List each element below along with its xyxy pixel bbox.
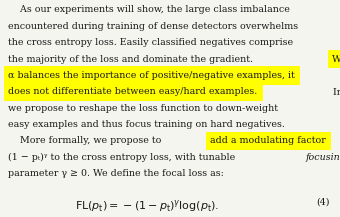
Text: As our experiments will show, the large class imbalance: As our experiments will show, the large … (8, 5, 290, 14)
Text: we propose to reshape the loss function to down-weight: we propose to reshape the loss function … (8, 104, 278, 113)
Text: (1 − pₜ)ᵞ to the cross entropy loss, with tunable: (1 − pₜ)ᵞ to the cross entropy loss, wit… (8, 153, 239, 162)
Text: While: While (333, 55, 340, 64)
Text: easy examples and thus focus training on hard negatives.: easy examples and thus focus training on… (8, 120, 285, 129)
Text: the cross entropy loss. Easily classified negatives comprise: the cross entropy loss. Easily classifie… (8, 38, 294, 47)
Text: $\mathsf{FL}(p_\mathsf{t}) = -(1-p_\mathsf{t})^\gamma\log(p_\mathsf{t}).$: $\mathsf{FL}(p_\mathsf{t}) = -(1-p_\math… (75, 198, 219, 214)
Text: Instead,: Instead, (330, 87, 340, 96)
Text: focusing: focusing (306, 153, 340, 162)
Text: (4): (4) (316, 198, 330, 207)
Text: the majority of the loss and dominate the gradient.: the majority of the loss and dominate th… (8, 55, 259, 64)
Text: add a modulating factor: add a modulating factor (210, 136, 326, 145)
Text: α balances the importance of positive/negative examples, it: α balances the importance of positive/ne… (8, 71, 295, 80)
Text: does not differentiate between easy/hard examples.: does not differentiate between easy/hard… (8, 87, 258, 96)
Text: parameter γ ≥ 0. We define the focal loss as:: parameter γ ≥ 0. We define the focal los… (8, 169, 224, 178)
Text: More formally, we propose to: More formally, we propose to (8, 136, 165, 145)
Text: encountered during training of dense detectors overwhelms: encountered during training of dense det… (8, 22, 299, 31)
